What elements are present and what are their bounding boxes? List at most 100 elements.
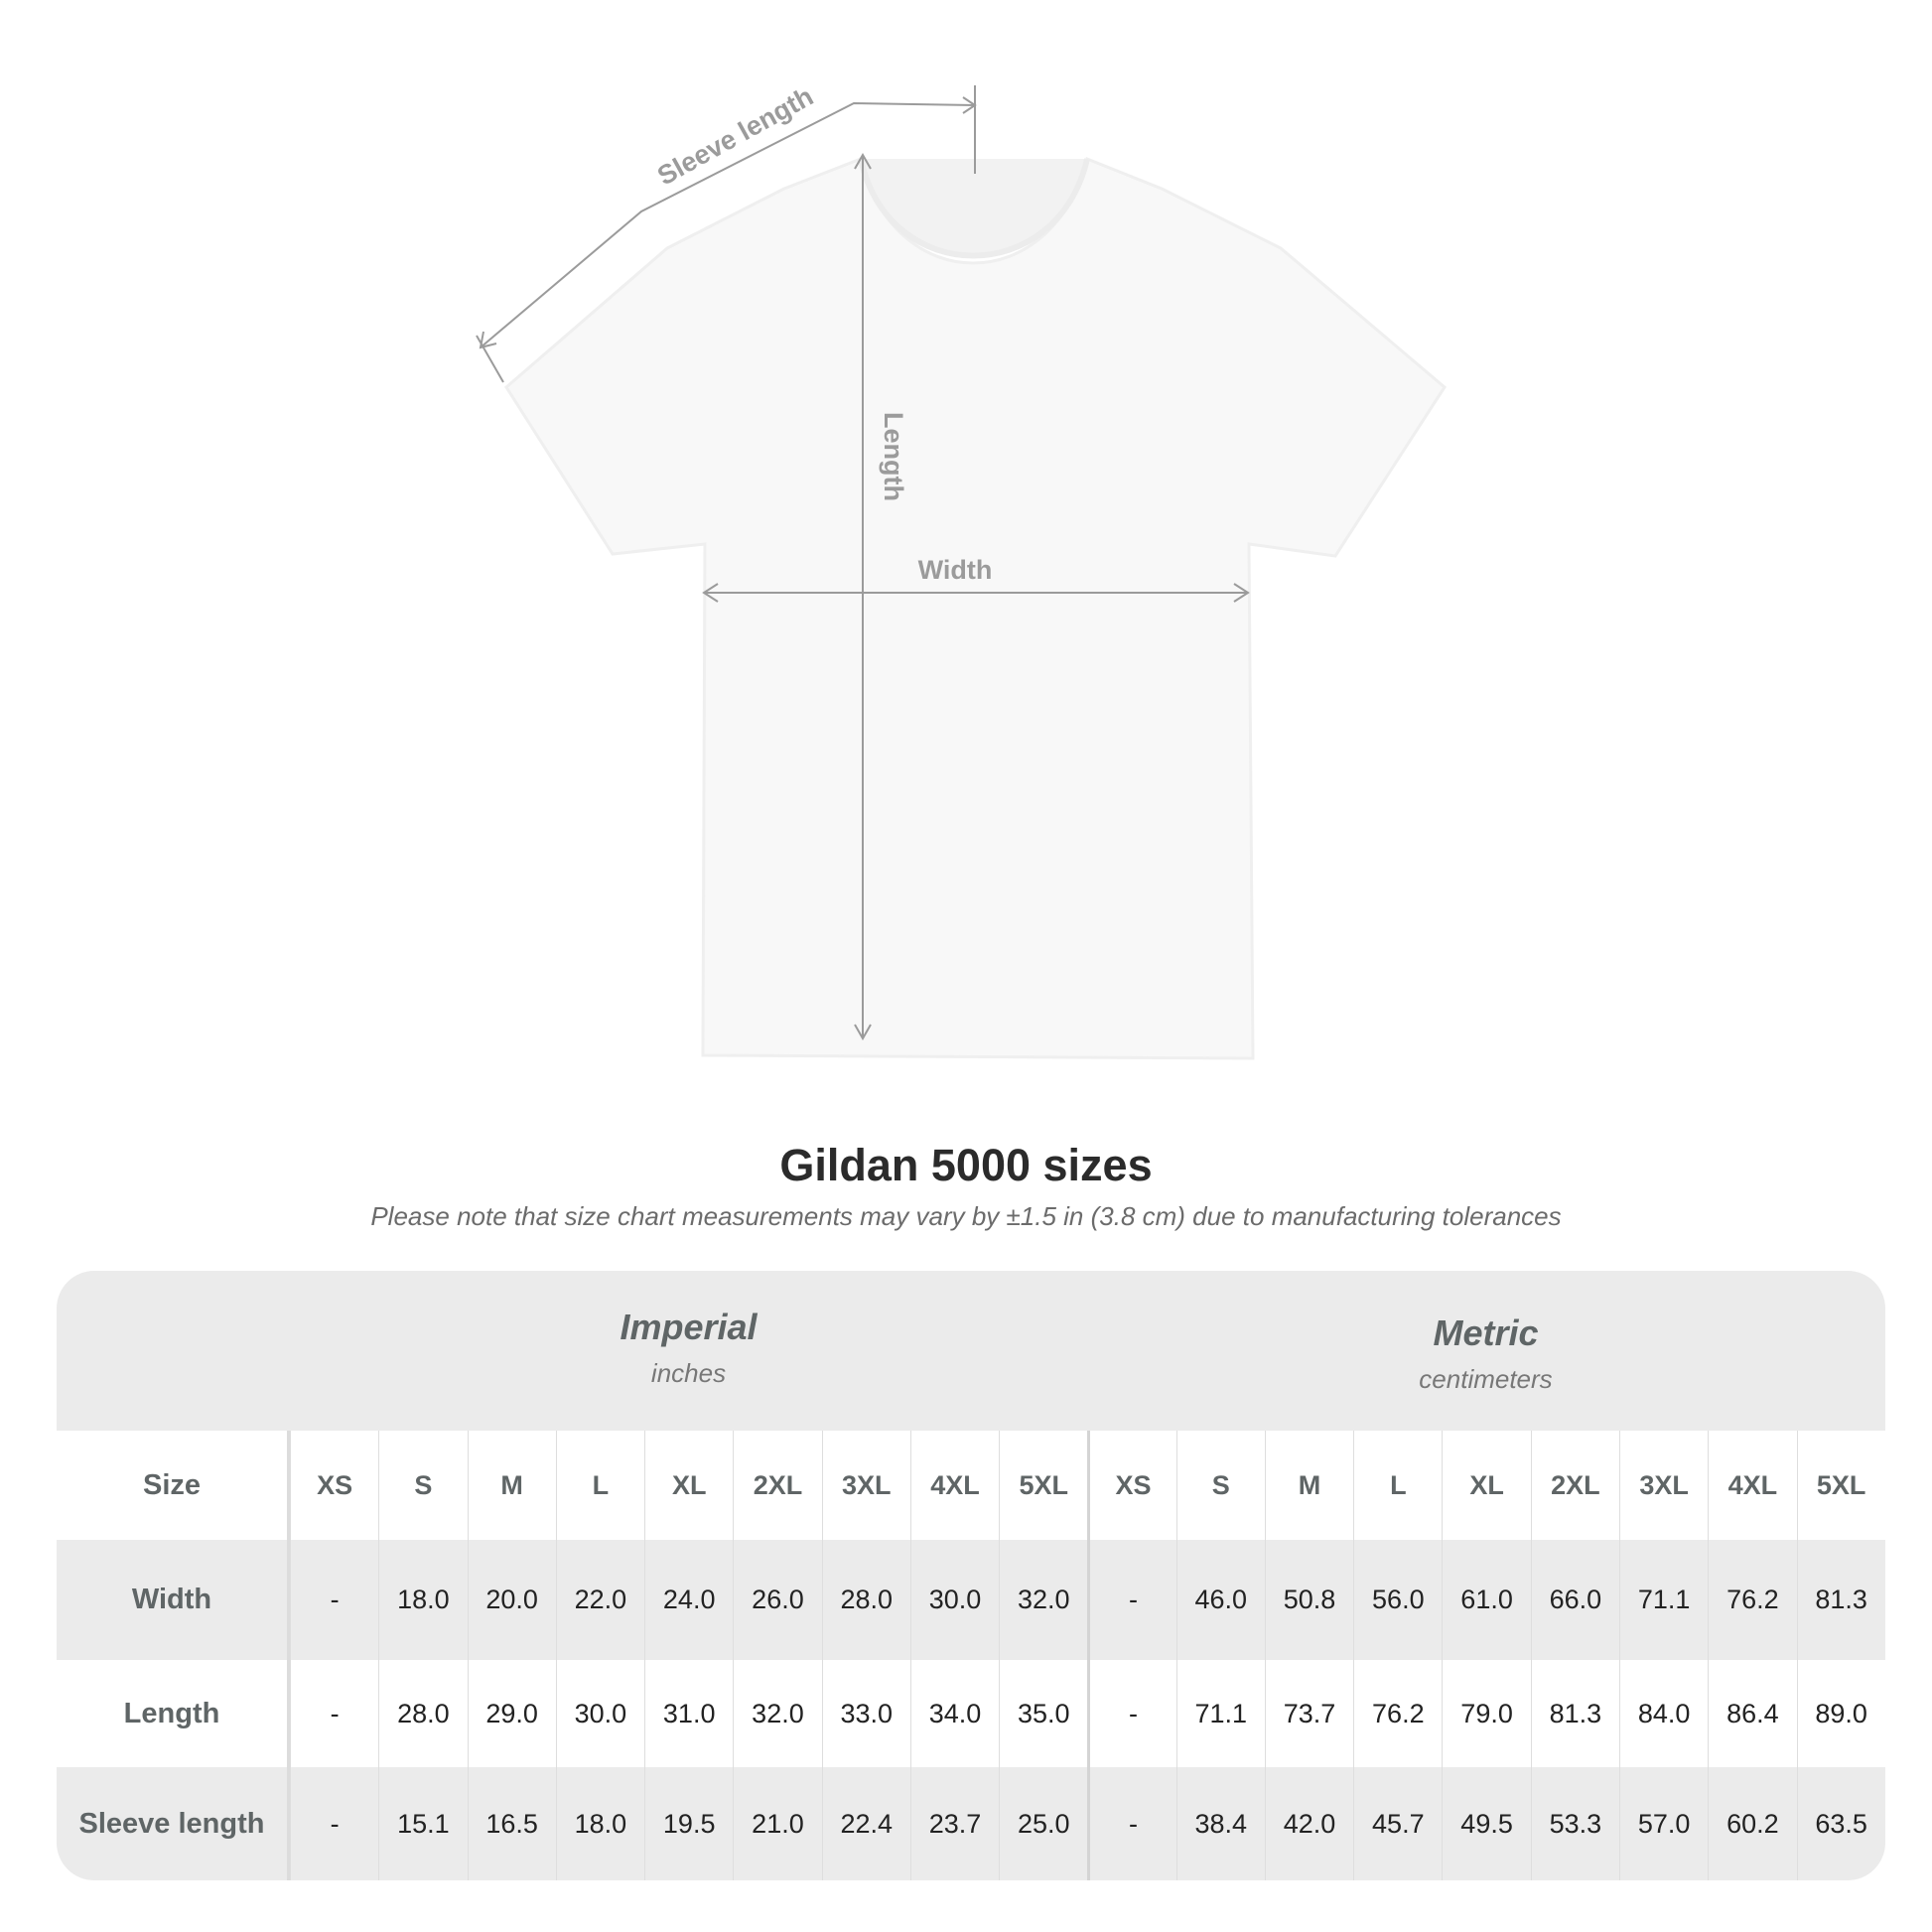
- group-title: Imperial: [620, 1307, 758, 1347]
- size-table: Imperial inches Metric centimeters Size X…: [57, 1271, 1885, 1880]
- size-header-metric: L: [1353, 1431, 1442, 1540]
- value-cell-imperial: 34.0: [909, 1660, 999, 1767]
- sleeve-arrow-left-icon: [479, 331, 497, 349]
- value-cell-metric: 71.1: [1175, 1660, 1265, 1767]
- value-cell-imperial: 28.0: [378, 1660, 467, 1767]
- size-header-imperial: XS: [290, 1431, 378, 1540]
- size-header-imperial: L: [555, 1431, 644, 1540]
- size-header-metric: 2XL: [1530, 1431, 1619, 1540]
- value-cell-metric: 56.0: [1353, 1540, 1442, 1660]
- group-metric: Metric centimeters: [1087, 1312, 1884, 1395]
- value-cell-imperial: 18.0: [555, 1767, 644, 1880]
- size-header-imperial: 4XL: [909, 1431, 999, 1540]
- value-cell-imperial: 33.0: [821, 1660, 910, 1767]
- value-cell-metric: 81.3: [1796, 1540, 1885, 1660]
- size-header-metric: 3XL: [1618, 1431, 1708, 1540]
- tshirt-illustration: [504, 156, 1447, 1060]
- value-cell-imperial: 30.0: [555, 1660, 644, 1767]
- value-cell-metric: 42.0: [1264, 1767, 1353, 1880]
- length-label: Length: [879, 412, 908, 501]
- size-header-metric: M: [1264, 1431, 1353, 1540]
- chart-title: Gildan 5000 sizes: [779, 1140, 1153, 1190]
- value-cell-imperial: -: [290, 1660, 378, 1767]
- size-header-imperial: 5XL: [999, 1431, 1087, 1540]
- value-cell-metric: 50.8: [1264, 1540, 1353, 1660]
- value-cell-metric: 89.0: [1796, 1660, 1885, 1767]
- value-cell-metric: 61.0: [1442, 1540, 1530, 1660]
- value-cell-imperial: 22.4: [821, 1767, 910, 1880]
- value-cell-metric: 71.1: [1618, 1540, 1708, 1660]
- row-band: [57, 1540, 1885, 1660]
- size-header-imperial: 3XL: [821, 1431, 910, 1540]
- size-header-metric: XS: [1087, 1431, 1175, 1540]
- value-cell-metric: -: [1087, 1540, 1175, 1660]
- tshirt-diagram: Sleeve length Length Width: [476, 81, 1447, 1060]
- value-cell-metric: 66.0: [1530, 1540, 1619, 1660]
- group-unit: inches: [650, 1358, 727, 1388]
- value-cell-metric: 63.5: [1796, 1767, 1885, 1880]
- size-header-imperial: 2XL: [733, 1431, 821, 1540]
- value-cell-imperial: 15.1: [378, 1767, 467, 1880]
- value-cell-metric: 84.0: [1618, 1660, 1708, 1767]
- sleeve-line: [480, 101, 976, 348]
- size-header-imperial: M: [467, 1431, 556, 1540]
- value-cell-imperial: 31.0: [644, 1660, 733, 1767]
- width-arrow-right-icon: [1233, 583, 1250, 603]
- group-imperial: Imperial inches: [290, 1307, 1087, 1389]
- size-header-label: Size: [57, 1431, 290, 1540]
- value-cell-metric: 53.3: [1530, 1767, 1619, 1880]
- value-cell-imperial: 35.0: [999, 1660, 1087, 1767]
- value-cell-metric: 38.4: [1175, 1767, 1265, 1880]
- row-label: Sleeve length: [57, 1767, 290, 1880]
- sleeve-length-label: Sleeve length: [652, 81, 818, 192]
- width-arrow-left-icon: [702, 583, 719, 603]
- row-label: Length: [57, 1660, 290, 1767]
- value-cell-imperial: 24.0: [644, 1540, 733, 1660]
- group-unit: centimeters: [1419, 1364, 1553, 1394]
- size-header-imperial: S: [378, 1431, 467, 1540]
- value-cell-imperial: 19.5: [644, 1767, 733, 1880]
- value-cell-imperial: 32.0: [999, 1540, 1087, 1660]
- value-cell-imperial: 32.0: [733, 1660, 821, 1767]
- value-cell-metric: 60.2: [1708, 1767, 1796, 1880]
- value-cell-metric: 45.7: [1353, 1767, 1442, 1880]
- table-row: Length -28.0 29.0 30.0 31.0 32.0 33.0 34.0 35.0-…: [57, 1660, 1885, 1767]
- value-cell-imperial: 25.0: [999, 1767, 1087, 1880]
- value-cell-imperial: -: [290, 1540, 378, 1660]
- sleeve-tick-left: [476, 335, 504, 383]
- value-cell-imperial: 30.0: [909, 1540, 999, 1660]
- value-cell-metric: 46.0: [1175, 1540, 1265, 1660]
- size-header-metric: XL: [1442, 1431, 1530, 1540]
- value-cell-metric: 86.4: [1708, 1660, 1796, 1767]
- size-header-imperial: XL: [644, 1431, 733, 1540]
- table-row: Sleeve length - 15.1 16.5 18.0 19.5 21.0 22.4 23…: [57, 1767, 1885, 1880]
- value-cell-imperial: 16.5: [467, 1767, 556, 1880]
- group-title: Metric: [1433, 1312, 1539, 1353]
- width-label: Width: [918, 555, 993, 585]
- value-cell-metric: -: [1087, 1660, 1175, 1767]
- value-cell-imperial: 23.7: [909, 1767, 999, 1880]
- value-cell-metric: 81.3: [1530, 1660, 1619, 1767]
- value-cell-imperial: 28.0: [821, 1540, 910, 1660]
- group-header-band: [57, 1271, 1885, 1431]
- length-arrow-top-icon: [854, 152, 872, 170]
- value-cell-metric: 73.7: [1264, 1660, 1353, 1767]
- value-cell-imperial: 18.0: [378, 1540, 467, 1660]
- value-cell-imperial: 21.0: [733, 1767, 821, 1880]
- value-cell-imperial: 26.0: [733, 1540, 821, 1660]
- value-cell-imperial: 22.0: [555, 1540, 644, 1660]
- value-cell-imperial: 29.0: [467, 1660, 556, 1767]
- size-header-row: Size XS S M L XL 2XL 3XL 4XL 5XL XS S M L XL 2XL 3XL 4XL 5…: [57, 1431, 1885, 1540]
- collar: [858, 158, 1090, 259]
- value-cell-metric: 76.2: [1353, 1660, 1442, 1767]
- value-cell-metric: 79.0: [1442, 1660, 1530, 1767]
- tolerance-note: Please note that size chart measurements…: [370, 1201, 1562, 1231]
- length-arrow-bottom-icon: [854, 1024, 872, 1041]
- value-cell-imperial: 20.0: [467, 1540, 556, 1660]
- row-label: Width: [57, 1540, 290, 1660]
- size-header-metric: 5XL: [1796, 1431, 1885, 1540]
- size-header-metric: S: [1175, 1431, 1265, 1540]
- row-band: [57, 1767, 1885, 1880]
- value-cell-metric: -: [1087, 1767, 1175, 1880]
- size-header-metric: 4XL: [1708, 1431, 1796, 1540]
